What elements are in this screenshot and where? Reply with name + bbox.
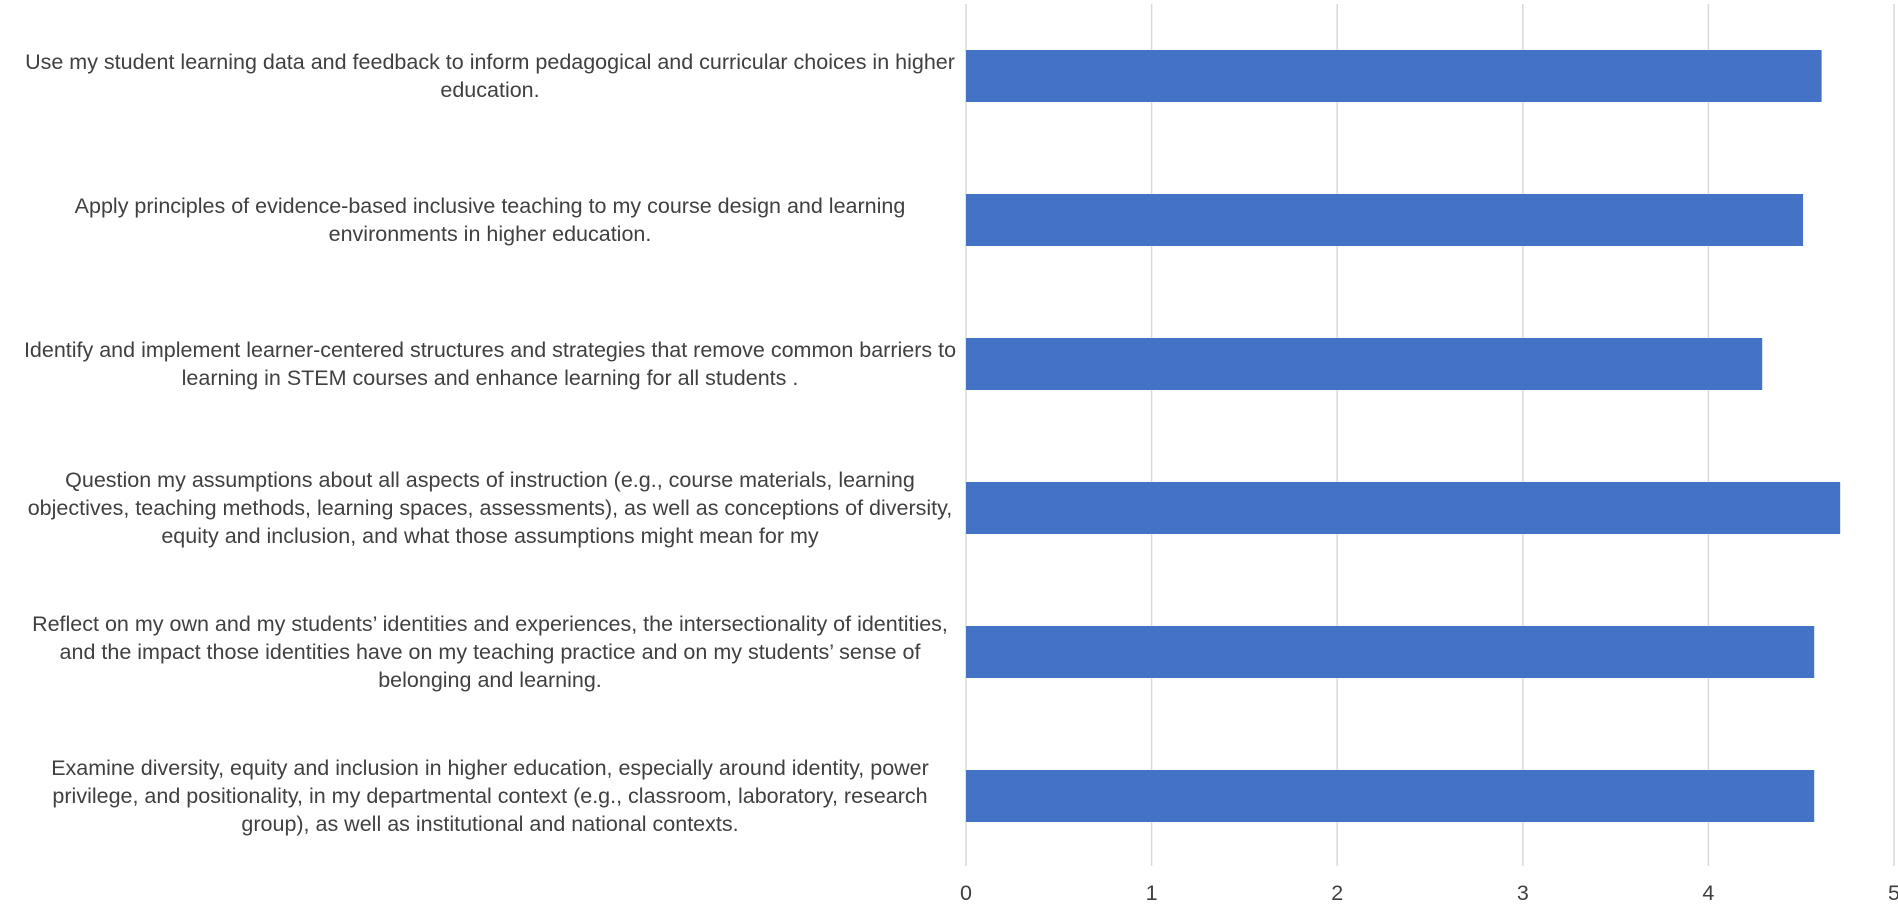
- x-tick-label: 2: [1331, 881, 1343, 905]
- x-tick-label: 0: [960, 881, 972, 905]
- bar-4: [966, 482, 1841, 534]
- category-label-2: Apply principles of evidence-based inclu…: [74, 194, 906, 246]
- x-tick-label: 5: [1888, 881, 1898, 905]
- category-label-1: Use my student learning data and feedbac…: [25, 50, 955, 102]
- category-label-3: Identify and implement learner-centered …: [23, 338, 957, 390]
- x-tick-label: 3: [1517, 881, 1529, 905]
- bar-1: [966, 50, 1822, 102]
- x-tick-label: 1: [1146, 881, 1158, 905]
- category-label-5: Reflect on my own and my students’ ident…: [32, 612, 948, 692]
- category-label-6: Examine diversity, equity and inclusion …: [51, 756, 929, 836]
- bar-3: [966, 338, 1763, 390]
- x-tick-label: 4: [1702, 881, 1714, 905]
- bar-6: [966, 770, 1815, 822]
- bar-5: [966, 626, 1815, 678]
- category-label-4: Question my assumptions about all aspect…: [27, 468, 953, 548]
- bar-2: [966, 194, 1804, 246]
